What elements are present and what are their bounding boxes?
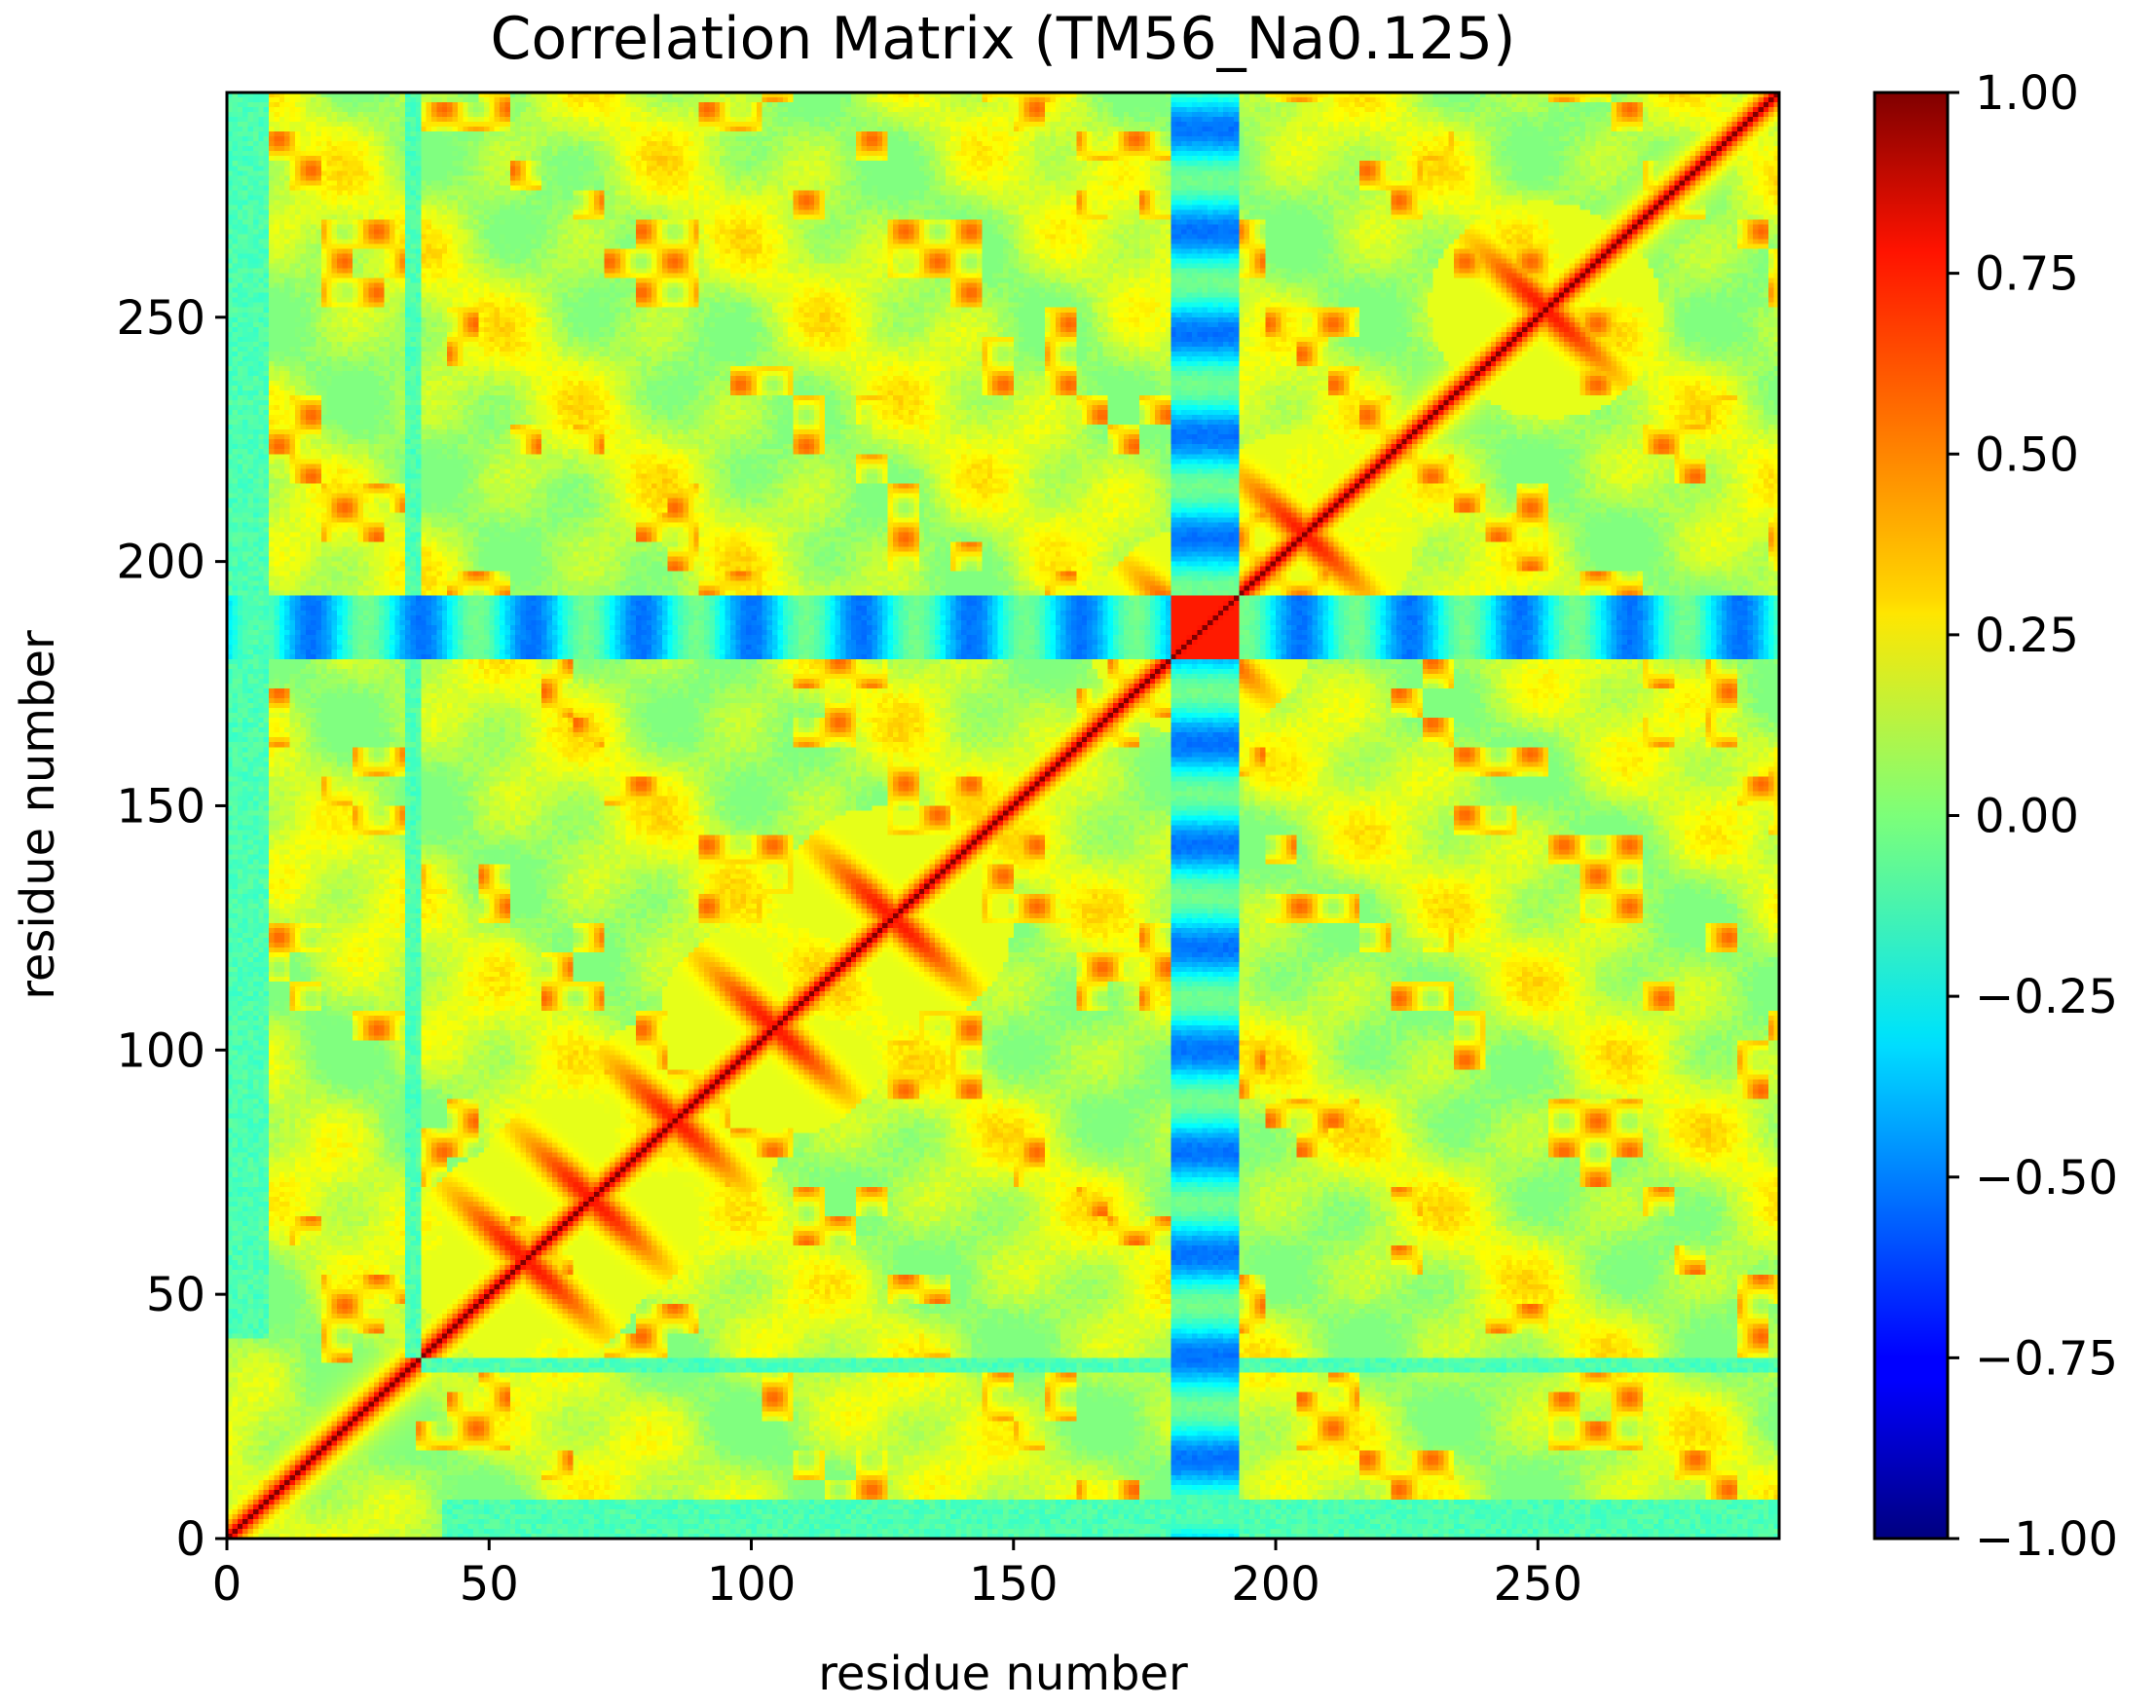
x-tick-label: 0 (212, 1557, 242, 1612)
axes-frame (225, 91, 1781, 1541)
colorbar-gradient (1873, 91, 1950, 1541)
colorbar-tick-label: 0.75 (1975, 247, 2079, 302)
x-axis-ticks: 0 50 100 150 200 250 (212, 1539, 1582, 1612)
x-tick-label: 250 (1493, 1557, 1582, 1612)
colorbar-tick-label: −0.50 (1975, 1151, 2118, 1206)
heatmap-cells (227, 93, 1779, 1539)
chart-title: Correlation Matrix (TM56_Na0.125) (491, 5, 1516, 73)
y-tick-label: 250 (116, 291, 205, 346)
x-axis-label: residue number (818, 1647, 1188, 1701)
colorbar-ticks: −1.00 −0.75 −0.50 −0.25 0.00 0.25 0.50 0.75 1.00 (1948, 66, 2118, 1567)
x-tick-label: 100 (707, 1557, 797, 1612)
colorbar-tick-label: 1.00 (1975, 66, 2079, 121)
colorbar: −1.00 −0.75 −0.50 −0.25 0.00 0.25 0.50 0.75 1.00 (1873, 66, 2118, 1567)
colorbar-tick-label: 0.50 (1975, 427, 2079, 482)
y-axis-ticks: 0 50 100 150 200 250 (116, 291, 227, 1567)
colorbar-tick-label: −0.75 (1975, 1331, 2118, 1386)
x-tick-label: 50 (460, 1557, 519, 1612)
colorbar-tick-label: −1.00 (1975, 1512, 2118, 1567)
y-tick-label: 100 (116, 1023, 205, 1078)
y-tick-label: 0 (175, 1512, 205, 1567)
y-tick-label: 150 (116, 779, 205, 834)
x-tick-label: 200 (1231, 1557, 1320, 1612)
y-axis-label: residue number (11, 630, 65, 1000)
y-tick-label: 200 (116, 536, 205, 590)
colorbar-tick-label: 0.00 (1975, 790, 2079, 844)
heatmap-plot-area (225, 91, 1781, 1541)
colorbar-tick-label: 0.25 (1975, 609, 2079, 663)
colorbar-tick-label: −0.25 (1975, 970, 2118, 1024)
y-tick-label: 50 (146, 1268, 205, 1322)
x-tick-label: 150 (969, 1557, 1059, 1612)
